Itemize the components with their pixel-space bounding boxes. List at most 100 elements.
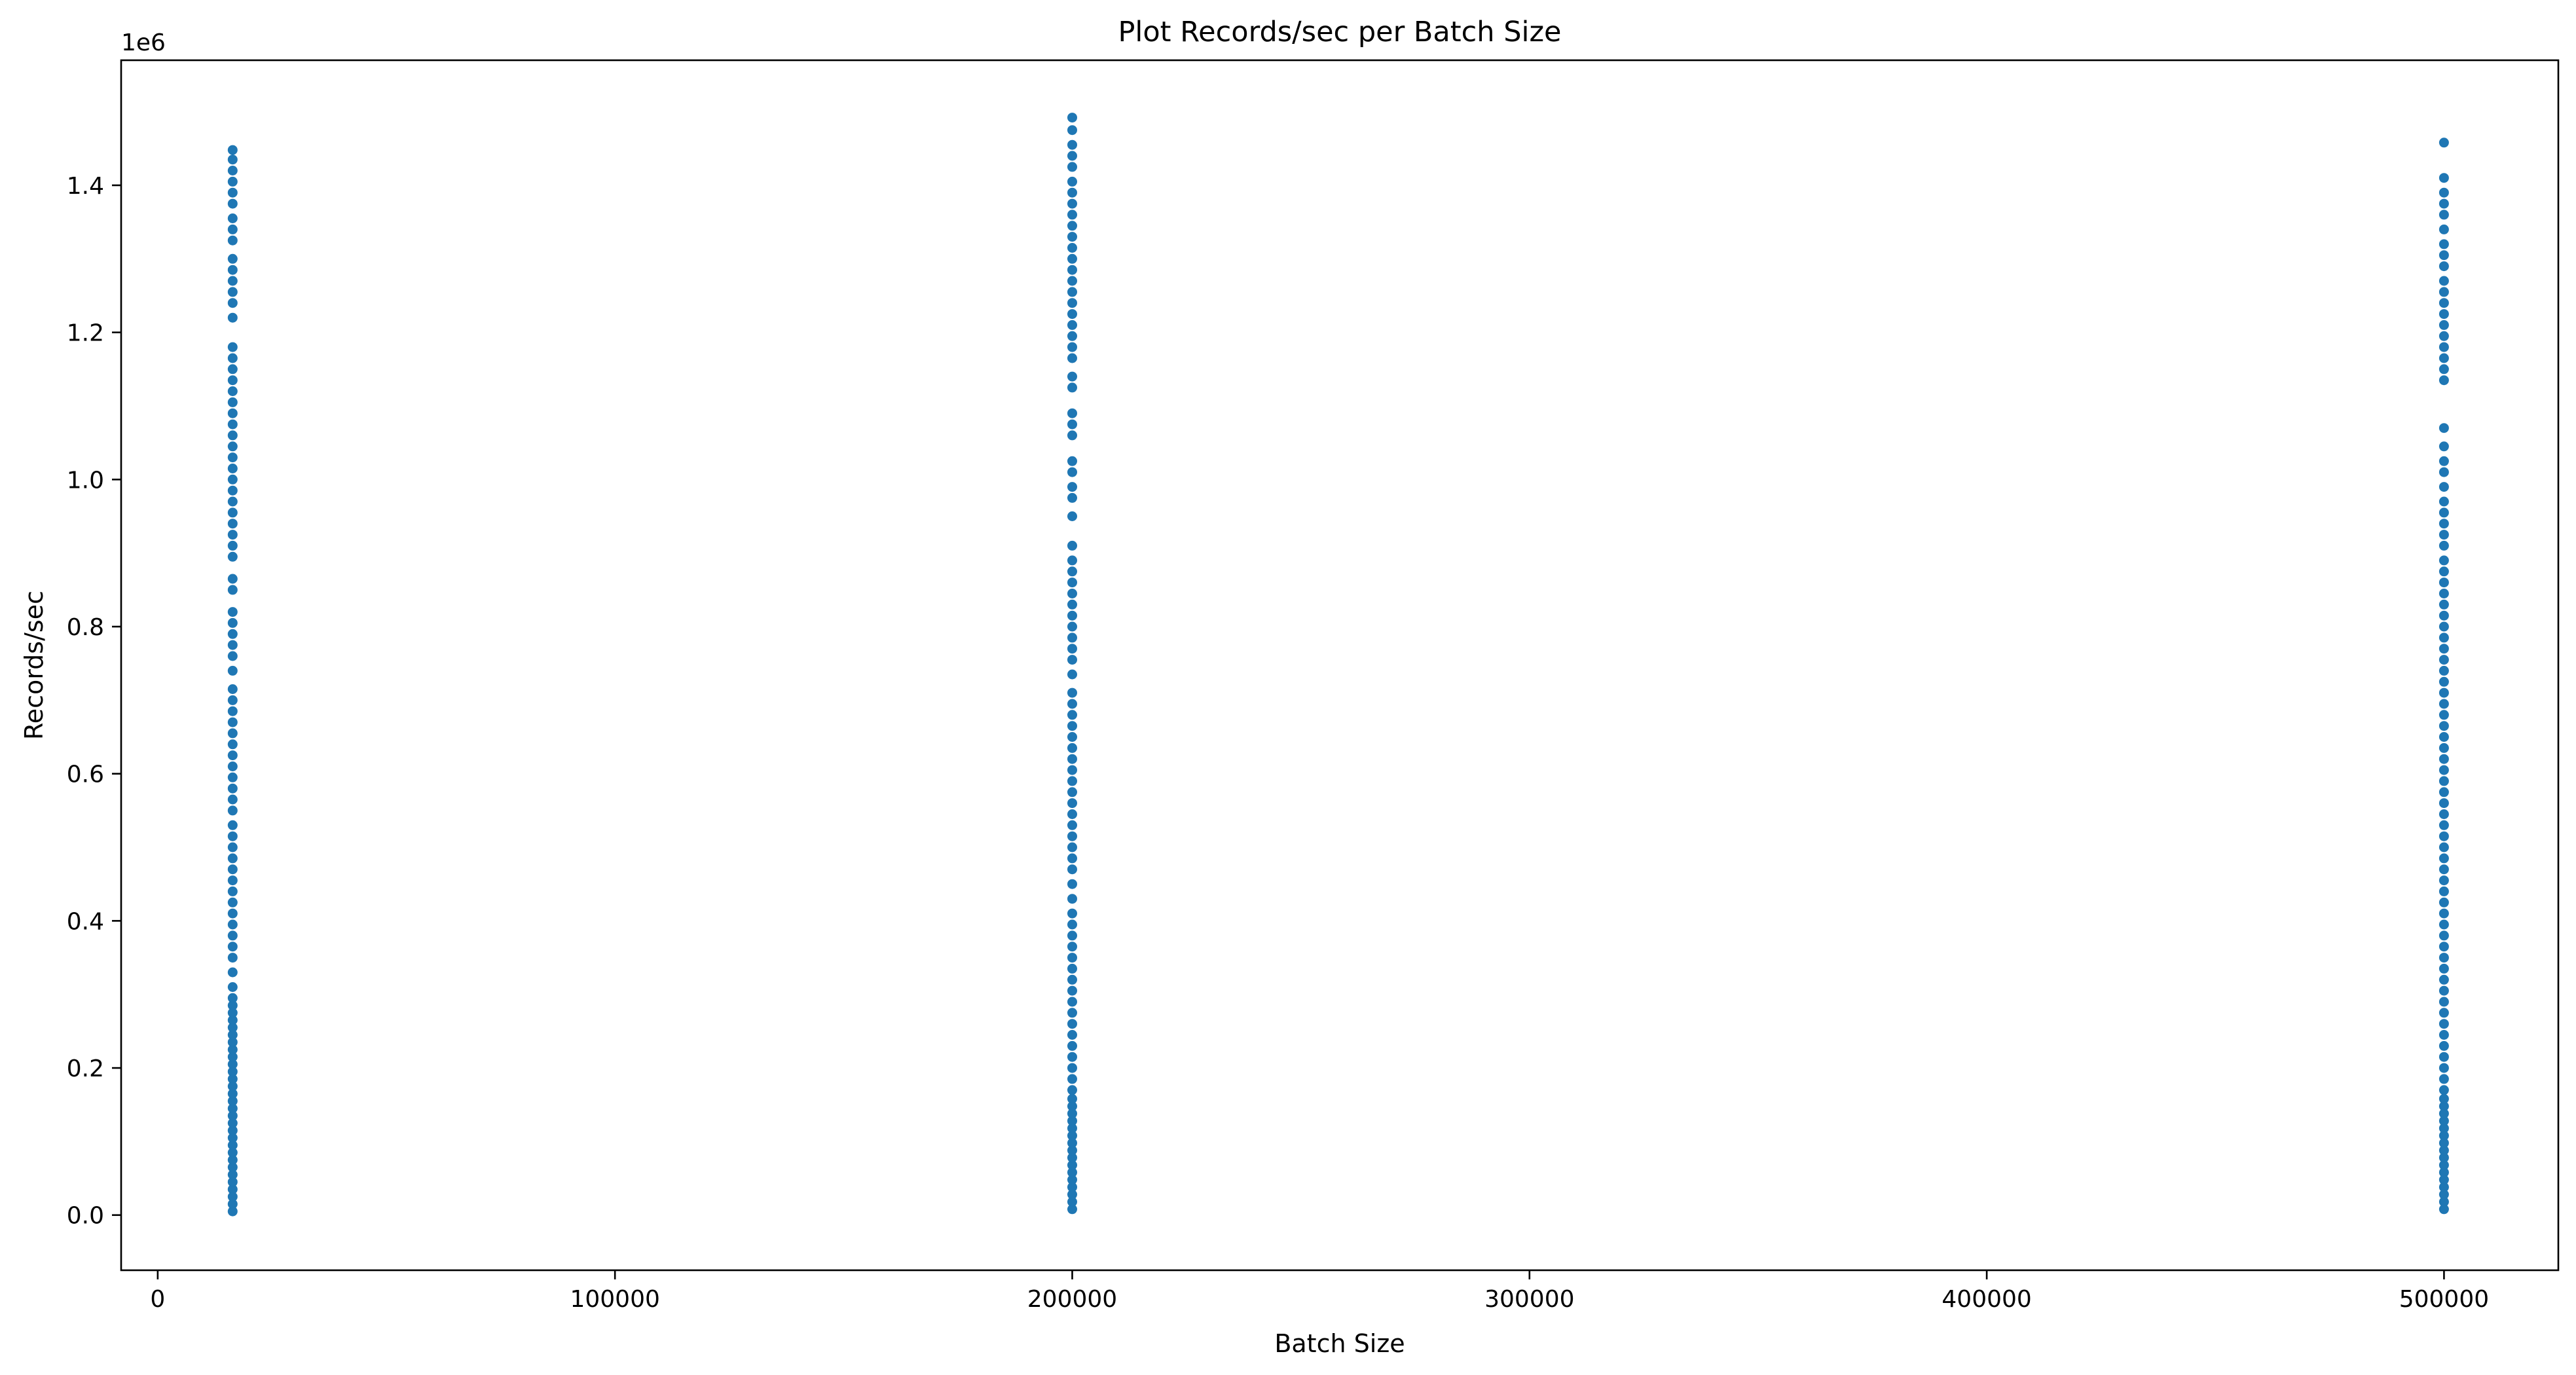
data-point bbox=[2438, 688, 2449, 698]
data-point bbox=[227, 842, 238, 852]
data-point bbox=[227, 1184, 238, 1194]
data-point bbox=[2438, 765, 2449, 775]
data-point bbox=[2438, 831, 2449, 841]
data-point bbox=[1067, 1189, 1077, 1200]
data-point bbox=[2438, 644, 2449, 654]
data-point bbox=[227, 1206, 238, 1217]
data-point bbox=[1067, 419, 1077, 430]
data-point bbox=[1067, 176, 1077, 187]
data-point bbox=[1067, 353, 1077, 363]
data-point bbox=[2438, 1189, 2449, 1200]
plot-frame bbox=[120, 59, 2560, 1272]
data-point bbox=[227, 1169, 238, 1180]
data-point bbox=[1067, 742, 1077, 753]
data-point bbox=[2438, 566, 2449, 577]
data-point bbox=[1067, 253, 1077, 264]
data-point bbox=[1067, 820, 1077, 830]
data-point bbox=[1067, 1093, 1077, 1104]
data-point bbox=[2438, 699, 2449, 709]
data-point bbox=[227, 750, 238, 761]
data-point bbox=[1067, 632, 1077, 643]
chart-title: Plot Records/sec per Batch Size bbox=[1118, 16, 1562, 48]
data-point bbox=[2438, 507, 2449, 518]
data-point bbox=[227, 1074, 238, 1084]
data-point bbox=[227, 585, 238, 595]
data-point bbox=[2438, 298, 2449, 308]
data-point bbox=[227, 213, 238, 223]
data-point bbox=[2438, 599, 2449, 610]
data-point bbox=[2438, 985, 2449, 996]
x-tick-label: 100000 bbox=[570, 1286, 659, 1313]
data-point bbox=[2438, 798, 2449, 809]
data-point bbox=[2438, 942, 2449, 952]
data-point bbox=[227, 1000, 238, 1011]
data-point bbox=[1067, 456, 1077, 466]
data-point bbox=[1067, 997, 1077, 1007]
data-point bbox=[2438, 210, 2449, 220]
y-axis: 0.0 0.2 0.4 0.6 0.8 1.0 1.2 1.4 bbox=[67, 173, 121, 1230]
data-point bbox=[1067, 1123, 1077, 1133]
data-point bbox=[2438, 809, 2449, 819]
data-point bbox=[227, 794, 238, 805]
data-point bbox=[1067, 298, 1077, 308]
data-point bbox=[1067, 1085, 1077, 1095]
data-point bbox=[2438, 1052, 2449, 1062]
data-point bbox=[227, 1044, 238, 1055]
y-tick-label: 1.0 bbox=[67, 467, 104, 494]
x-axis-label: Batch Size bbox=[1274, 1329, 1405, 1358]
data-point bbox=[227, 1015, 238, 1025]
data-point bbox=[227, 166, 238, 175]
data-point bbox=[227, 1030, 238, 1040]
data-point bbox=[2438, 875, 2449, 886]
data-point bbox=[2438, 331, 2449, 341]
data-point bbox=[227, 651, 238, 661]
data-point bbox=[2438, 578, 2449, 588]
data-point bbox=[2438, 1182, 2449, 1192]
data-point bbox=[2438, 886, 2449, 896]
data-point bbox=[227, 1088, 238, 1099]
data-point bbox=[227, 783, 238, 794]
data-point bbox=[2438, 1008, 2449, 1018]
data-point bbox=[2438, 187, 2449, 198]
data-point bbox=[1067, 953, 1077, 963]
data-point bbox=[1067, 482, 1077, 492]
data-point bbox=[227, 145, 238, 155]
data-point bbox=[227, 875, 238, 886]
data-point bbox=[2438, 1093, 2449, 1104]
data-point bbox=[1067, 809, 1077, 819]
data-point bbox=[2438, 864, 2449, 875]
data-point bbox=[2438, 776, 2449, 786]
y-tick-label: 1.2 bbox=[67, 320, 104, 347]
data-point bbox=[1067, 265, 1077, 275]
data-point bbox=[2438, 261, 2449, 272]
data-point bbox=[1067, 864, 1077, 875]
data-point bbox=[1067, 798, 1077, 809]
y-tick-label: 0.2 bbox=[67, 1055, 104, 1082]
data-point bbox=[227, 408, 238, 418]
data-point bbox=[227, 386, 238, 396]
data-point bbox=[227, 629, 238, 639]
data-point bbox=[2438, 276, 2449, 286]
data-point bbox=[227, 507, 238, 518]
data-point bbox=[2438, 1040, 2449, 1051]
data-point bbox=[1067, 320, 1077, 330]
data-point bbox=[227, 607, 238, 617]
data-point bbox=[1067, 1019, 1077, 1029]
data-point bbox=[227, 312, 238, 323]
data-point bbox=[1067, 371, 1077, 382]
data-point bbox=[1067, 187, 1077, 198]
data-point bbox=[2438, 1030, 2449, 1040]
data-point bbox=[1067, 540, 1077, 551]
data-point bbox=[2438, 963, 2449, 974]
data-point bbox=[1067, 963, 1077, 974]
data-point bbox=[227, 574, 238, 584]
data-point bbox=[2438, 287, 2449, 297]
data-point bbox=[227, 530, 238, 540]
data-point bbox=[1067, 243, 1077, 253]
data-point bbox=[1067, 1197, 1077, 1207]
data-point bbox=[2438, 198, 2449, 209]
data-point bbox=[1067, 555, 1077, 566]
data-point bbox=[2438, 676, 2449, 687]
data-point bbox=[227, 665, 238, 676]
data-point bbox=[2438, 997, 2449, 1007]
